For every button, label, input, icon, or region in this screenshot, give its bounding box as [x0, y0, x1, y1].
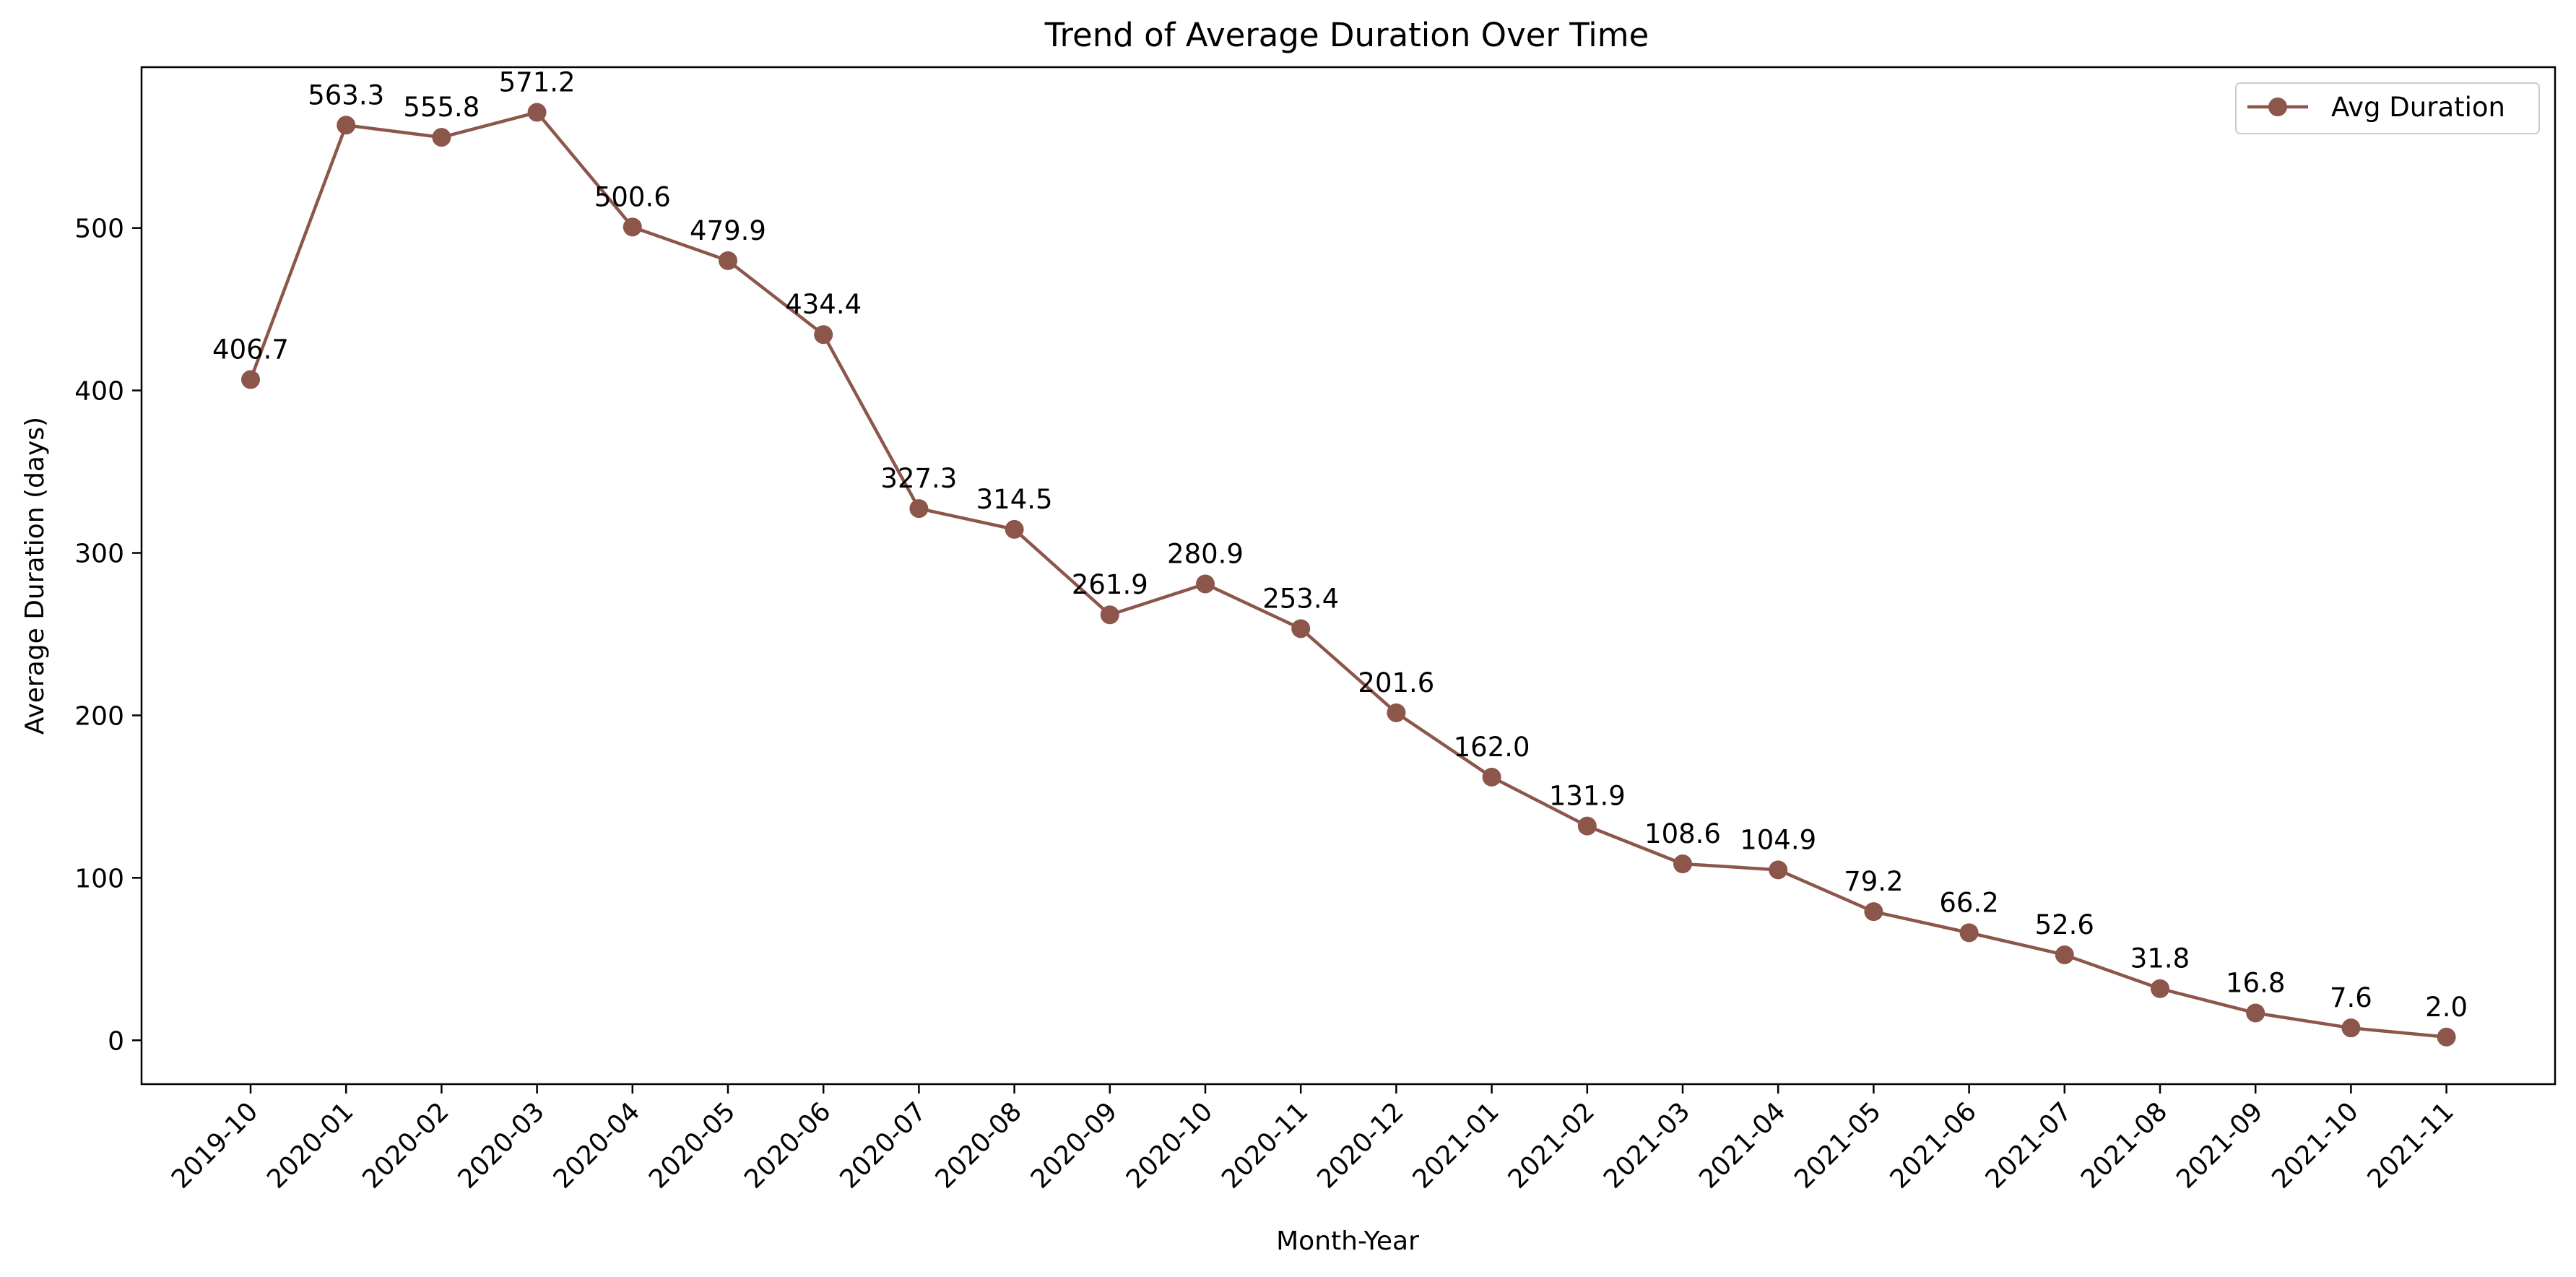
y-tick-label: 0 [108, 1026, 124, 1056]
data-label: 162.0 [1454, 732, 1530, 763]
data-point [1577, 816, 1597, 836]
data-label: 104.9 [1740, 824, 1816, 855]
data-point [1959, 923, 1979, 943]
data-point [1673, 854, 1692, 874]
data-label: 52.6 [2035, 909, 2094, 940]
data-label: 201.6 [1358, 667, 1434, 698]
legend-marker-swatch [2268, 98, 2287, 116]
data-label: 16.8 [2226, 967, 2285, 998]
data-label: 327.3 [880, 463, 957, 494]
plot-content: 406.7 563.3 555.8 571.2 500.6 479.9 434.4 327.3… [212, 67, 2468, 1047]
data-point [337, 116, 356, 135]
data-label: 563.3 [308, 79, 384, 111]
chart-title: Trend of Average Duration Over Time [1044, 16, 1649, 54]
legend-box [2235, 82, 2540, 134]
data-label: 79.2 [1844, 866, 1903, 897]
y-tick-label: 200 [74, 701, 124, 731]
data-point [1387, 703, 1406, 722]
data-point [1291, 619, 1311, 638]
data-label: 555.8 [403, 92, 480, 123]
plot-frame [140, 66, 2557, 1086]
series-line-avg-duration [248, 111, 2447, 1039]
data-label: 108.6 [1644, 818, 1721, 849]
data-point [1100, 605, 1119, 625]
data-point [432, 128, 451, 147]
legend-label: Avg Duration [2331, 92, 2505, 123]
data-point [527, 103, 547, 122]
data-point [1864, 902, 1883, 922]
data-label: 434.4 [785, 289, 862, 320]
data-label: 131.9 [1549, 781, 1626, 812]
data-label: 500.6 [594, 181, 671, 212]
data-point [2437, 1027, 2456, 1047]
data-point [241, 370, 260, 389]
data-label: 479.9 [690, 215, 766, 246]
y-axis-label: Average Duration (days) [20, 417, 50, 735]
y-tick-label: 100 [74, 864, 124, 893]
data-label: 2.0 [2425, 992, 2468, 1023]
data-label: 280.9 [1167, 538, 1244, 569]
data-point [1482, 767, 1501, 787]
y-tick-label: 400 [74, 377, 124, 407]
y-tick-label: 300 [74, 540, 124, 569]
x-axis-label: Month-Year [1276, 1226, 1419, 1256]
y-axis: 0 100 200 300 400 500 [74, 215, 142, 1056]
data-label: 314.5 [976, 484, 1053, 515]
data-point [814, 325, 833, 345]
data-point [2151, 979, 2169, 998]
data-label: 571.2 [499, 67, 576, 98]
data-label: 253.4 [1262, 583, 1339, 614]
data-label: 406.7 [212, 334, 289, 365]
data-label: 31.8 [2130, 943, 2190, 974]
data-point [1196, 574, 1215, 594]
data-label: 66.2 [1939, 887, 1998, 918]
data-point [719, 251, 737, 270]
data-point [909, 499, 929, 519]
data-point [2246, 1003, 2265, 1023]
data-point [623, 217, 642, 237]
data-point [2341, 1018, 2361, 1038]
data-point [2055, 945, 2074, 964]
y-tick-label: 500 [74, 215, 124, 244]
legend: Avg Duration [2235, 82, 2540, 134]
data-label: 261.9 [1072, 569, 1148, 600]
data-label: 7.6 [2330, 982, 2372, 1013]
data-point [1005, 519, 1024, 539]
data-point [1769, 860, 1788, 880]
